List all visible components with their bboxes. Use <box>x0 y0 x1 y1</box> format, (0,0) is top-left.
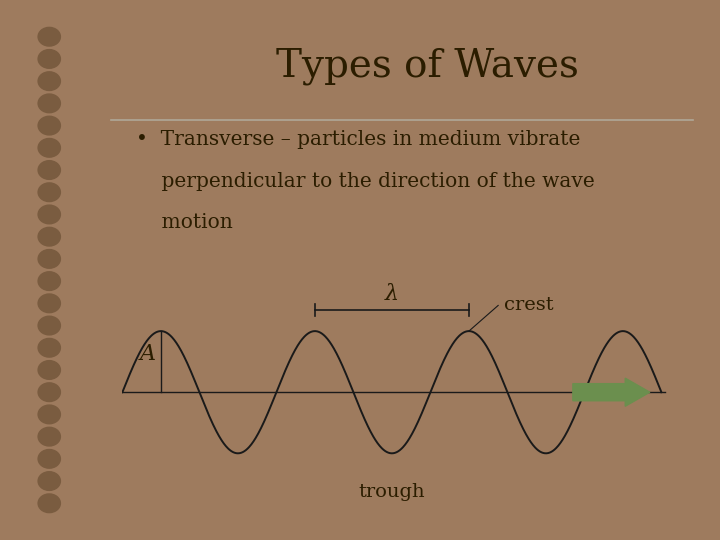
Circle shape <box>38 116 60 135</box>
Text: crest: crest <box>503 296 553 314</box>
Circle shape <box>32 355 66 384</box>
Circle shape <box>38 94 60 113</box>
Circle shape <box>32 400 66 429</box>
Circle shape <box>38 494 60 512</box>
FancyArrow shape <box>573 378 650 406</box>
Circle shape <box>38 472 60 490</box>
Circle shape <box>32 377 66 407</box>
Text: Types of Waves: Types of Waves <box>276 47 578 85</box>
Circle shape <box>32 467 66 496</box>
Circle shape <box>38 227 60 246</box>
Circle shape <box>38 449 60 468</box>
Circle shape <box>38 138 60 157</box>
Circle shape <box>32 333 66 362</box>
Circle shape <box>32 444 66 474</box>
Circle shape <box>38 205 60 224</box>
Circle shape <box>32 111 66 140</box>
Circle shape <box>38 294 60 313</box>
Circle shape <box>38 183 60 201</box>
Circle shape <box>38 272 60 291</box>
Text: motion: motion <box>136 213 233 232</box>
Circle shape <box>32 66 66 96</box>
Circle shape <box>38 28 60 46</box>
Circle shape <box>32 156 66 185</box>
Circle shape <box>32 245 66 273</box>
Circle shape <box>32 267 66 295</box>
Circle shape <box>38 427 60 446</box>
Circle shape <box>38 405 60 424</box>
Circle shape <box>32 178 66 207</box>
Circle shape <box>32 422 66 451</box>
Circle shape <box>38 161 60 179</box>
Circle shape <box>32 289 66 318</box>
Circle shape <box>32 311 66 340</box>
Circle shape <box>32 133 66 163</box>
Text: trough: trough <box>359 483 426 501</box>
Circle shape <box>38 361 60 379</box>
Text: •  Transverse – particles in medium vibrate: • Transverse – particles in medium vibra… <box>136 130 580 149</box>
Circle shape <box>32 44 66 73</box>
Circle shape <box>38 50 60 68</box>
Text: perpendicular to the direction of the wave: perpendicular to the direction of the wa… <box>136 172 595 191</box>
Text: A: A <box>140 343 156 366</box>
Text: λ: λ <box>384 283 399 305</box>
Circle shape <box>32 89 66 118</box>
Circle shape <box>32 22 66 51</box>
Circle shape <box>38 72 60 91</box>
Circle shape <box>32 222 66 251</box>
Circle shape <box>32 489 66 518</box>
Circle shape <box>38 339 60 357</box>
Circle shape <box>38 383 60 402</box>
Circle shape <box>38 249 60 268</box>
Circle shape <box>38 316 60 335</box>
Circle shape <box>32 200 66 229</box>
